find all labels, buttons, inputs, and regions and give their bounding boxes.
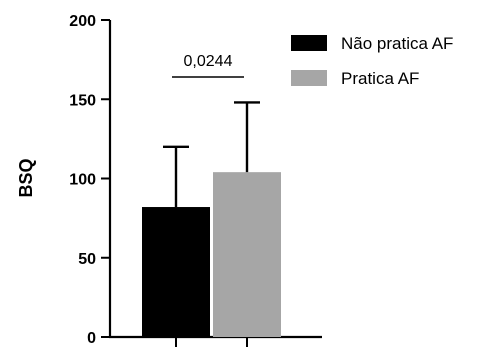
y-tick-label: 100 — [69, 172, 96, 189]
p-value-label: 0,0244 — [184, 53, 233, 70]
legend: Não pratica AF Pratica AF — [291, 34, 453, 88]
legend-label-1: Não pratica AF — [341, 34, 453, 53]
bar-1 — [142, 207, 210, 337]
legend-swatch-2 — [291, 70, 327, 86]
legend-label-2: Pratica AF — [341, 69, 419, 88]
y-ticks: 0 50 100 150 200 — [69, 13, 110, 347]
significance-annotation: 0,0244 — [172, 53, 244, 78]
y-tick-label: 0 — [87, 330, 96, 347]
y-tick-label: 50 — [78, 251, 96, 268]
error-bars — [163, 101, 260, 208]
bars — [142, 172, 281, 337]
bar-2 — [213, 172, 281, 337]
legend-swatch-1 — [291, 35, 327, 51]
y-tick-label: 200 — [69, 13, 96, 30]
y-tick-label: 150 — [69, 92, 96, 109]
y-axis-title: BSQ — [16, 158, 36, 197]
